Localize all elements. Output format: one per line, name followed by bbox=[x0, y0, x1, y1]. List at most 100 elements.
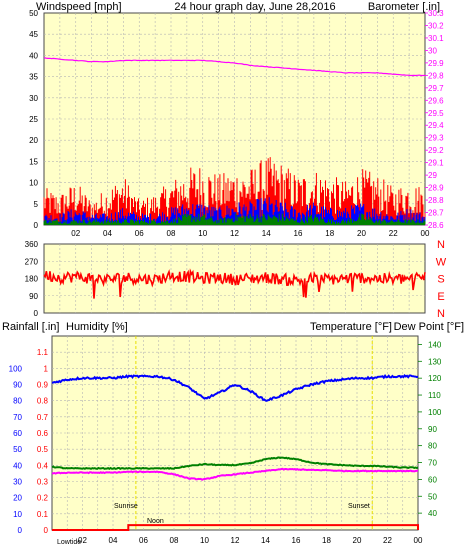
humidity-tick-label: 70 bbox=[13, 413, 22, 422]
windspeed-tick-label: 15 bbox=[29, 157, 38, 166]
windspeed-tick-label: 30 bbox=[29, 94, 38, 103]
hour-tick-label: 12 bbox=[231, 536, 240, 545]
windspeed-tick-label: 35 bbox=[29, 73, 38, 82]
windspeed-tick-label: 10 bbox=[29, 179, 38, 188]
barometer-tick-label: 28.9 bbox=[428, 184, 444, 193]
temperature-series bbox=[51, 456, 419, 470]
temperature-tick-label: 90 bbox=[428, 425, 437, 434]
temperature-tick-label: 100 bbox=[428, 408, 442, 417]
chart-title: 24 hour graph day, June 28,2016 bbox=[174, 1, 335, 13]
compass-label: W bbox=[436, 256, 447, 268]
temperature-tick-label: 80 bbox=[428, 442, 437, 451]
barometer-tick-label: 29 bbox=[428, 171, 437, 180]
barometer-tick-label: 28.7 bbox=[428, 209, 444, 218]
direction-axis-ticks: 0 90 180 270 360 bbox=[25, 240, 39, 318]
barometer-tick-label: 29.5 bbox=[428, 109, 444, 118]
hour-tick-label: 06 bbox=[135, 229, 144, 238]
hour-tick-label: 22 bbox=[389, 229, 398, 238]
windspeed-tick-label: 0 bbox=[34, 221, 39, 230]
hour-tick-label: 08 bbox=[170, 536, 179, 545]
rainfall-tick-label: 0.9 bbox=[37, 381, 49, 390]
barometer-tick-label: 28.8 bbox=[428, 196, 444, 205]
barometer-tick-label: 29.6 bbox=[428, 96, 444, 105]
humidity-grid bbox=[52, 336, 418, 530]
barometer-tick-label: 29.9 bbox=[428, 59, 444, 68]
hour-tick-label: 16 bbox=[294, 229, 303, 238]
humidity-tick-label: 0 bbox=[18, 526, 23, 535]
barometer-axis-label: Barometer [.in] bbox=[368, 1, 440, 13]
windspeed-tick-label: 45 bbox=[29, 30, 38, 39]
barometer-tick-label: 28.6 bbox=[428, 221, 444, 230]
hour-tick-label: 08 bbox=[167, 229, 176, 238]
barometer-tick-label: 29.8 bbox=[428, 71, 444, 80]
rainfall-tick-label: 1 bbox=[44, 364, 49, 373]
temperature-tick-label: 120 bbox=[428, 374, 442, 383]
wind-axis-ticks: 0 5 10 15 20 25 30 35 40 45 50 28.6 28.7 28.8 28.9 29 29… bbox=[29, 9, 444, 238]
windspeed-tick-label: 20 bbox=[29, 136, 38, 145]
windspeed-tick-label: 5 bbox=[34, 200, 39, 209]
rainfall-tick-label: 0.7 bbox=[37, 413, 49, 422]
rainfall-series bbox=[52, 524, 419, 531]
humidity-tick-label: 30 bbox=[13, 478, 22, 487]
temperature-tick-label: 140 bbox=[428, 340, 442, 349]
barometer-tick-label: 29.3 bbox=[428, 134, 444, 143]
temperature-tick-label: 130 bbox=[428, 357, 442, 366]
direction-tick-label: 180 bbox=[25, 275, 39, 284]
humidity-tick-label: 90 bbox=[13, 381, 22, 390]
humidity-series-group bbox=[51, 373, 419, 531]
wind-series-group bbox=[43, 57, 426, 225]
temperature-axis-label: Temperature [°F] bbox=[310, 321, 392, 333]
compass-label: N bbox=[437, 239, 445, 251]
humidity-tick-label: 10 bbox=[13, 510, 22, 519]
hour-tick-label: 04 bbox=[109, 536, 118, 545]
direction-tick-label: 270 bbox=[25, 257, 39, 266]
barometer-tick-label: 29.1 bbox=[428, 159, 444, 168]
compass-label: E bbox=[437, 291, 444, 303]
barometer-tick-label: 30.3 bbox=[428, 9, 444, 18]
compass-label: S bbox=[437, 274, 444, 286]
humidity-tick-label: 100 bbox=[9, 364, 23, 373]
sunset-label: Sunset bbox=[348, 503, 370, 510]
humidity-axis-ticks: 0 0.1 0.2 0.3 0.4 0.5 0.6 0.7 0.8 0.9 1 1.1 0 10 20 30 4… bbox=[9, 340, 442, 545]
noon-label: Noon bbox=[147, 518, 164, 525]
barometer-tick-label: 29.4 bbox=[428, 121, 444, 130]
rainfall-axis-label: Rainfall [.in] bbox=[2, 321, 59, 333]
hour-tick-label: 06 bbox=[139, 536, 148, 545]
hour-tick-label: 12 bbox=[230, 229, 239, 238]
hour-tick-label: 22 bbox=[383, 536, 392, 545]
temperature-tick-label: 40 bbox=[428, 509, 437, 518]
temperature-tick-label: 70 bbox=[428, 459, 437, 468]
direction-tick-label: 90 bbox=[29, 292, 38, 301]
rainfall-tick-label: 0.5 bbox=[37, 445, 49, 454]
hour-tick-label: 18 bbox=[322, 536, 331, 545]
hour-tick-label: 02 bbox=[71, 229, 80, 238]
tide-label: Lowtide bbox=[57, 539, 81, 546]
humidity-axis-label: Humidity [%] bbox=[66, 321, 128, 333]
humidity-tick-label: 20 bbox=[13, 494, 22, 503]
barometer-tick-label: 29.7 bbox=[428, 84, 444, 93]
direction-tick-label: 0 bbox=[34, 309, 39, 318]
hour-tick-label: 04 bbox=[103, 229, 112, 238]
hour-tick-label: 10 bbox=[198, 229, 207, 238]
rainfall-tick-label: 1.1 bbox=[37, 348, 49, 357]
dewpoint-series bbox=[51, 467, 419, 481]
humidity-series bbox=[51, 373, 419, 402]
temperature-tick-label: 60 bbox=[428, 475, 437, 484]
hour-tick-label: 20 bbox=[357, 229, 366, 238]
humidity-tick-label: 50 bbox=[13, 445, 22, 454]
windspeed-axis-label: Windspeed [mph] bbox=[36, 1, 122, 13]
rainfall-tick-label: 0.1 bbox=[37, 510, 49, 519]
wind-low-series bbox=[43, 213, 426, 225]
windspeed-tick-label: 50 bbox=[29, 9, 38, 18]
compass-label: N bbox=[437, 308, 445, 320]
hour-tick-label: 18 bbox=[325, 229, 334, 238]
humidity-tick-label: 40 bbox=[13, 461, 22, 470]
rainfall-tick-label: 0.3 bbox=[37, 478, 49, 487]
rainfall-tick-label: 0.2 bbox=[37, 494, 49, 503]
temperature-tick-label: 110 bbox=[428, 391, 441, 400]
hour-tick-label: 02 bbox=[78, 536, 87, 545]
direction-tick-label: 360 bbox=[25, 240, 39, 249]
temperature-tick-label: 50 bbox=[428, 492, 437, 501]
